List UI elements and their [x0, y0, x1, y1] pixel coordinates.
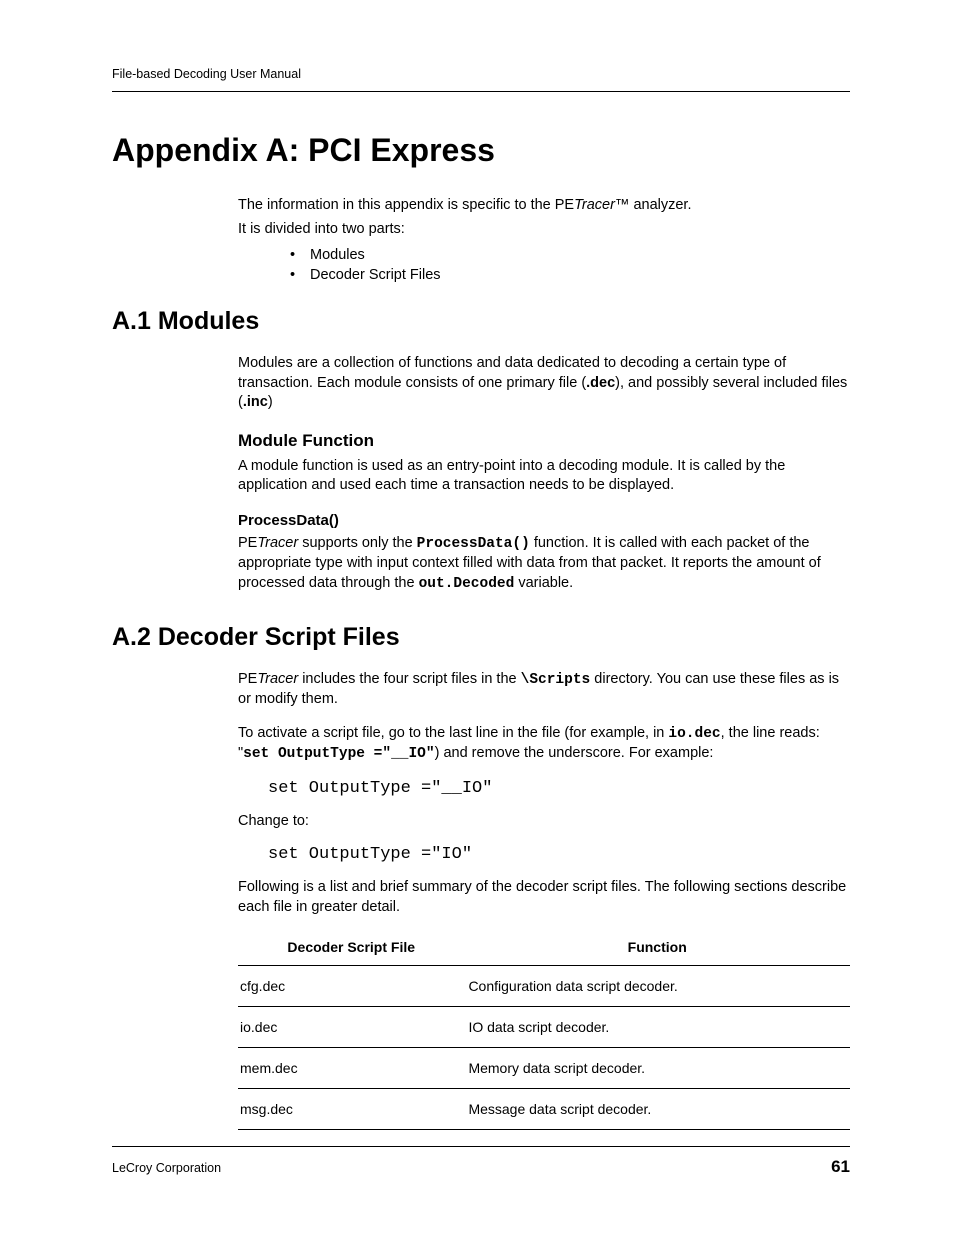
a2-change-to: Change to: — [238, 812, 850, 832]
intro-block: The information in this appendix is spec… — [238, 197, 850, 283]
intro-line1-pre: The information in this appendix is spec… — [238, 197, 574, 213]
table-cell-func: Message data script decoder. — [464, 1089, 850, 1130]
a1-ss-mono1: ProcessData() — [417, 536, 530, 552]
a2-p2-c: ) and remove the underscore. For example… — [435, 745, 714, 761]
section-a1-body: Modules are a collection of functions an… — [238, 354, 850, 595]
intro-line1-post: ™ analyzer. — [615, 197, 692, 213]
footer-company: LeCroy Corporation — [112, 1161, 221, 1175]
table-cell-file: mem.dec — [238, 1048, 464, 1089]
table-cell-func: Configuration data script decoder. — [464, 966, 850, 1007]
a2-code1: set OutputType ="__IO" — [268, 779, 850, 798]
a1-subsub-para: PETracer supports only the ProcessData()… — [238, 534, 850, 595]
page-footer: LeCroy Corporation 61 — [112, 1146, 850, 1177]
a2-p2: To activate a script file, go to the las… — [238, 724, 850, 765]
table-header-row: Decoder Script File Function — [238, 931, 850, 966]
a2-p3: Following is a list and brief summary of… — [238, 878, 850, 917]
header-manual-title: File-based Decoding User Manual — [112, 67, 850, 81]
table-col1-header: Decoder Script File — [238, 931, 464, 966]
table-cell-func: Memory data script decoder. — [464, 1048, 850, 1089]
table-cell-file: msg.dec — [238, 1089, 464, 1130]
bullet-item: Modules — [290, 247, 850, 263]
a1-ss-p2: supports only the — [298, 535, 417, 551]
a1-para-b2: .inc — [243, 394, 268, 410]
a1-ss-p1-italic: Tracer — [257, 535, 298, 551]
a2-p1-a: PE — [238, 671, 257, 687]
a1-ss-p4: variable. — [514, 575, 573, 591]
a1-sub-heading: Module Function — [238, 431, 850, 451]
a1-para-post: ) — [268, 394, 273, 410]
section-a2-body: PETracer includes the four script files … — [238, 670, 850, 1131]
intro-line1: The information in this appendix is spec… — [238, 197, 850, 213]
a2-code2: set OutputType ="IO" — [268, 845, 850, 864]
a2-p1-b: includes the four script files in the — [298, 671, 520, 687]
decoder-script-table: Decoder Script File Function cfg.dec Con… — [238, 931, 850, 1130]
a2-p1-mono: \Scripts — [521, 672, 591, 688]
table-cell-func: IO data script decoder. — [464, 1007, 850, 1048]
a1-para-b1: .dec — [586, 375, 615, 391]
intro-line1-italic: Tracer — [574, 197, 615, 213]
section-a2: A.2 Decoder Script Files PETracer includ… — [112, 623, 850, 1131]
page-content: File-based Decoding User Manual Appendix… — [0, 0, 954, 1130]
table-col2-header: Function — [464, 931, 850, 966]
bullet-item: Decoder Script Files — [290, 267, 850, 283]
a2-p1-italic: Tracer — [257, 671, 298, 687]
section-a1: A.1 Modules Modules are a collection of … — [112, 307, 850, 595]
a1-subsub-heading: ProcessData() — [238, 512, 850, 529]
table-row: msg.dec Message data script decoder. — [238, 1089, 850, 1130]
table-row: io.dec IO data script decoder. — [238, 1007, 850, 1048]
appendix-title: Appendix A: PCI Express — [112, 132, 850, 169]
a1-para: Modules are a collection of functions an… — [238, 354, 850, 413]
a2-p2-mono1: io.dec — [668, 726, 720, 742]
a1-ss-p1: PE — [238, 535, 257, 551]
section-a1-heading: A.1 Modules — [112, 307, 850, 336]
intro-line2: It is divided into two parts: — [238, 221, 850, 237]
table-row: mem.dec Memory data script decoder. — [238, 1048, 850, 1089]
header-rule — [112, 91, 850, 92]
footer-row: LeCroy Corporation 61 — [112, 1157, 850, 1177]
a2-p1: PETracer includes the four script files … — [238, 670, 850, 710]
a2-p2-mono2: set OutputType ="__IO" — [243, 746, 434, 762]
intro-bullets: Modules Decoder Script Files — [290, 247, 850, 283]
table-cell-file: cfg.dec — [238, 966, 464, 1007]
section-a2-heading: A.2 Decoder Script Files — [112, 623, 850, 652]
a1-ss-mono2: out.Decoded — [419, 576, 515, 592]
a2-p2-a: To activate a script file, go to the las… — [238, 725, 668, 741]
table-cell-file: io.dec — [238, 1007, 464, 1048]
footer-rule — [112, 1146, 850, 1147]
footer-page-number: 61 — [831, 1157, 850, 1177]
table-row: cfg.dec Configuration data script decode… — [238, 966, 850, 1007]
a1-sub-para: A module function is used as an entry-po… — [238, 457, 850, 496]
